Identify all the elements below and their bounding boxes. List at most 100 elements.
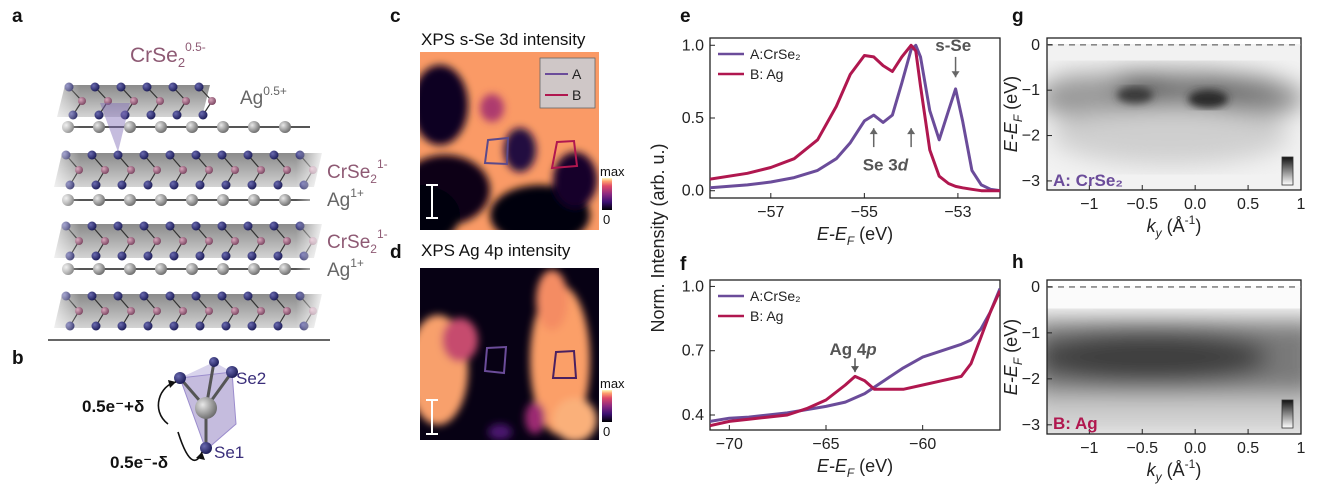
cr-atom (257, 307, 265, 315)
ag-atom (217, 194, 229, 206)
se-atom (172, 110, 182, 120)
y-tick-label: 0.0 (682, 183, 704, 200)
crse2-layer2-label: CrSe21- (327, 227, 388, 256)
panel-label-c: c (390, 6, 401, 27)
colorbar-d-min: 0 (603, 424, 610, 439)
se-atom (195, 321, 205, 331)
se-atom (194, 82, 204, 92)
x-tick-label: −55 (851, 204, 878, 221)
legend-label: B: Ag (750, 308, 783, 324)
y-tick-label: −3 (1022, 417, 1040, 434)
cr-atom (231, 307, 239, 315)
y-tick-label: −3 (1022, 173, 1040, 190)
cr-atom (179, 307, 187, 315)
colorbar-d-max: max (600, 376, 625, 391)
legend-label: B: Ag (750, 66, 783, 82)
ag-atom (155, 263, 167, 275)
se-atom (243, 150, 253, 160)
y-tick-label: 1.0 (682, 37, 704, 54)
se-tetrahedron-diagram (157, 357, 238, 461)
cr-atom (101, 237, 109, 245)
se-atom (90, 82, 100, 92)
y-tick-label: 1.0 (682, 278, 704, 295)
charge-plus-label: 0.5e⁻+δ (82, 397, 144, 416)
y-axis-label: E-EF (eV) (1001, 76, 1025, 152)
se-atom (87, 221, 97, 231)
se-atom (273, 251, 283, 261)
panel-label-a: a (12, 6, 23, 27)
legend-label: A:CrSe₂ (750, 46, 801, 62)
colorbar-c-min: 0 (603, 212, 610, 227)
y-tick-label: −1 (1022, 82, 1040, 99)
cr-atom (127, 237, 135, 245)
se-atom (217, 221, 227, 231)
cr-atom (205, 166, 213, 174)
cr-atom (153, 237, 161, 245)
charge-minus-label: 0.5e⁻-δ (110, 453, 168, 472)
legend-label: A:CrSe₂ (750, 288, 801, 304)
xps-se-map (420, 52, 599, 230)
x-tick-label: 0.0 (1184, 440, 1206, 457)
arpes-g-label: A: CrSe₂ (1053, 171, 1123, 190)
ag-atom (248, 121, 260, 133)
y-tick-label: −1 (1022, 325, 1040, 342)
x-tick-label: −65 (812, 436, 839, 453)
se-atom (94, 110, 104, 120)
ag-tetrahedron (100, 103, 130, 152)
ag-atom (217, 263, 229, 275)
arpes-ag-map (1047, 286, 1301, 434)
x-tick-label: 1 (1297, 440, 1306, 457)
se-atom (139, 150, 149, 160)
se-atom (143, 180, 153, 190)
legend-a-label: A (572, 66, 582, 82)
se-atom (143, 251, 153, 261)
se-atom (221, 251, 231, 261)
arpes-crse2-map (1047, 44, 1301, 190)
y-tick-label: −2 (1022, 371, 1040, 388)
se-atom (269, 150, 279, 160)
annotation-se3d: Se 3d (863, 155, 909, 174)
se-atom (195, 251, 205, 261)
region-b-outline (550, 139, 579, 170)
ag-atom (186, 263, 198, 275)
se-atom (139, 221, 149, 231)
se-atom (191, 291, 201, 301)
ag-atom (124, 263, 136, 275)
annotation-arrowhead (907, 128, 916, 135)
region-a-outline-d (483, 345, 508, 375)
x-tick-label: −0.5 (1126, 440, 1158, 457)
cr-atom (231, 166, 239, 174)
ag-atom (155, 121, 167, 133)
se-atom (120, 110, 130, 120)
x-axis-label: E-EF (eV) (817, 456, 893, 480)
ag-atom (279, 263, 291, 275)
region-a-outline (483, 136, 510, 166)
annotation-ag4p: Ag 4p (829, 340, 876, 359)
ag2-label: Ag1+ (327, 256, 364, 281)
fade-right (296, 140, 326, 340)
crystal-structure-diagram (40, 40, 326, 340)
se-atom (113, 150, 123, 160)
xps-se-spectrum-chart: −57 −55 −53 0.0 0.5 1.0 A:CrSe₂ B: Ag E-EF (eV) S… (682, 36, 1001, 248)
se-atom (169, 180, 179, 190)
se-atom (221, 321, 231, 331)
se-atom (143, 321, 153, 331)
panel-label-g: g (1012, 6, 1024, 27)
arpes-h-label: B: Ag (1053, 414, 1098, 433)
cr-atom (205, 307, 213, 315)
cr-atom (283, 307, 291, 315)
ag-atom (279, 121, 291, 133)
se-atom (87, 291, 97, 301)
y-tick-label: 0.4 (682, 407, 704, 424)
x-axis-label: ky (Å-1) (1147, 213, 1202, 240)
map-c-title: XPS s-Se 3d intensity (421, 30, 586, 49)
se-atom (269, 291, 279, 301)
cr-atom (101, 166, 109, 174)
ag-atom (186, 121, 198, 133)
x-tick-label: 0.5 (1237, 196, 1259, 213)
colorbar-h (1281, 399, 1294, 429)
cr-atom (257, 166, 265, 174)
se-atom (247, 321, 257, 331)
se-atom (117, 180, 127, 190)
